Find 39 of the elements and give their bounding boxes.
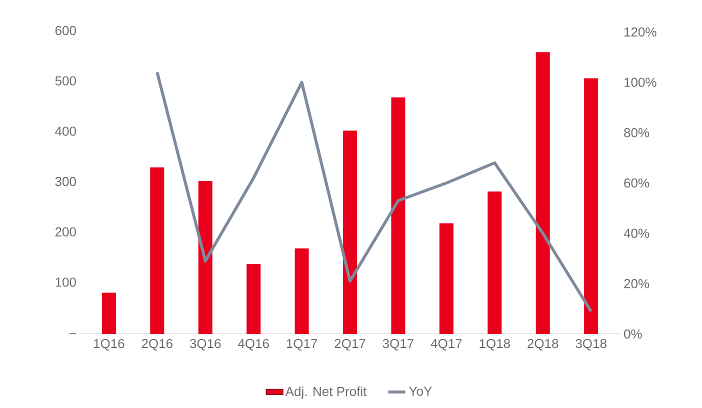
y2-tick-label: 20% bbox=[624, 279, 650, 288]
legend-label: YoY bbox=[409, 386, 432, 396]
bar bbox=[584, 78, 598, 334]
x-tick-label: 1Q18 bbox=[480, 338, 510, 350]
bar bbox=[488, 192, 502, 334]
x-tick-label: 4Q17 bbox=[430, 338, 462, 350]
bar bbox=[150, 167, 164, 334]
legend-label: Adj. Net Profit bbox=[285, 386, 367, 399]
bar bbox=[391, 97, 406, 334]
y-tick-label: 300 bbox=[55, 176, 76, 186]
bar bbox=[343, 130, 358, 334]
x-tick-label: 4Q16 bbox=[238, 338, 269, 350]
y2-tick-label: 120% bbox=[624, 27, 656, 37]
x-tick-label: 2Q18 bbox=[528, 338, 558, 350]
y2-tick-label: 0% bbox=[624, 329, 642, 339]
x-tick-label: 2Q17 bbox=[334, 338, 366, 350]
y-tick-label: – bbox=[69, 333, 76, 334]
x-tick-label: 1Q17 bbox=[286, 338, 318, 350]
y-tick-label: 200 bbox=[55, 227, 76, 236]
bar bbox=[198, 180, 212, 334]
y2-tick-label: 100% bbox=[624, 78, 656, 87]
y-tick-label: 100 bbox=[56, 278, 76, 287]
bar bbox=[102, 292, 116, 334]
y2-tick-label: 40% bbox=[624, 228, 650, 238]
bar bbox=[246, 264, 261, 334]
bar bbox=[294, 248, 309, 334]
line-series bbox=[156, 70, 593, 313]
y-tick-label: 600 bbox=[55, 26, 76, 36]
x-tick-label: 1Q16 bbox=[94, 338, 124, 350]
y2-tick-label: 60% bbox=[624, 178, 650, 188]
y-tick-label: 500 bbox=[55, 76, 76, 86]
y-tick-label: 400 bbox=[55, 126, 76, 136]
y2-tick-label: 80% bbox=[624, 128, 650, 138]
bar bbox=[439, 223, 454, 334]
x-tick-label: 3Q16 bbox=[190, 338, 221, 350]
bar bbox=[536, 52, 550, 334]
x-tick-label: 3Q18 bbox=[576, 338, 606, 350]
x-tick-label: 2Q16 bbox=[142, 338, 172, 350]
x-tick-label: 3Q17 bbox=[382, 338, 414, 350]
